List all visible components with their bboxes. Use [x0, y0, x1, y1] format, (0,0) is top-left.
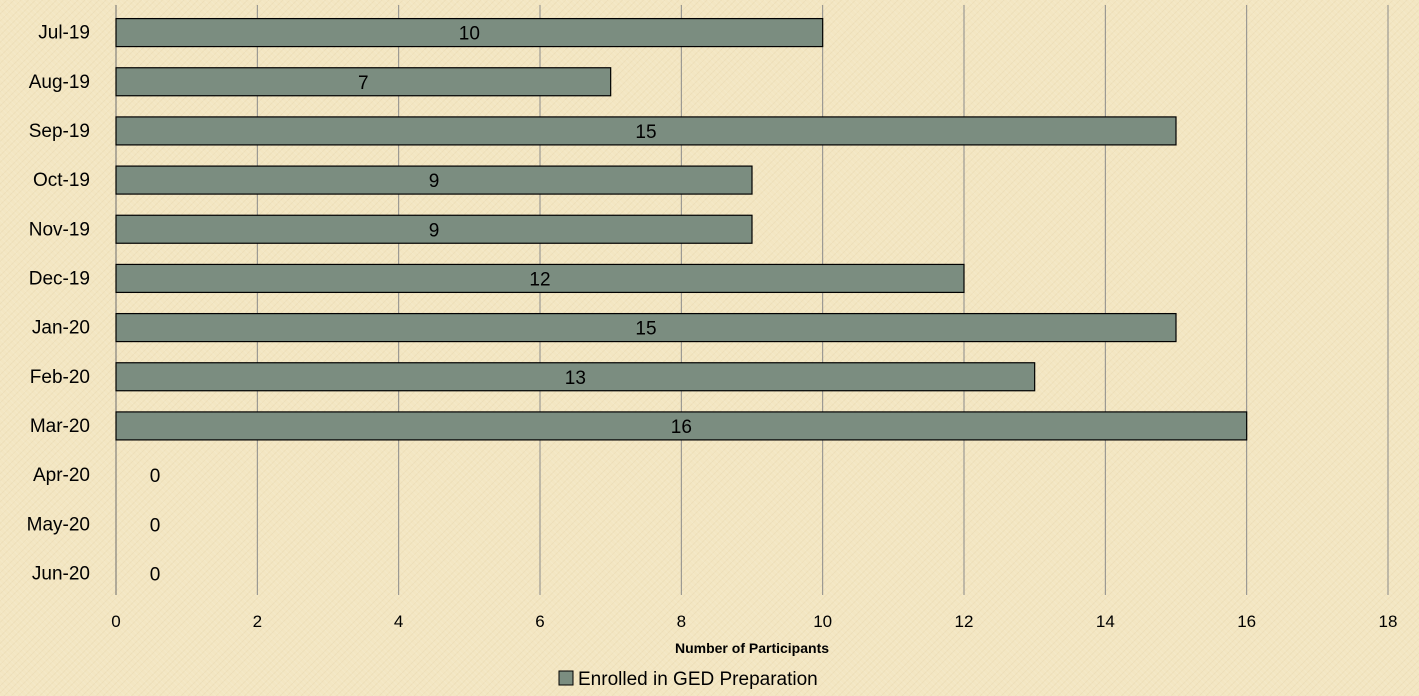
- data-label-8: 16: [671, 417, 692, 438]
- data-label-4: 9: [429, 220, 440, 241]
- legend-swatch: [558, 670, 574, 686]
- x-tick-label-4: 4: [394, 612, 403, 631]
- category-labels: Jul-19 Aug-19 Sep-19 Oct-19 Nov-19 Dec-19 Jan-…: [27, 23, 90, 585]
- data-labels: 10 7 15 9 9 12 15 13 16 0 0 0: [150, 24, 692, 586]
- category-label-7: Feb-20: [30, 367, 90, 388]
- bar-1: [115, 67, 612, 97]
- bars: [115, 17, 1248, 441]
- x-tick-label-14: 14: [1096, 612, 1115, 631]
- x-tick-label-12: 12: [955, 612, 974, 631]
- bar-5: [115, 263, 965, 294]
- category-label-9: Apr-20: [33, 465, 90, 486]
- bar-6: [115, 312, 1177, 343]
- category-label-4: Nov-19: [29, 219, 90, 240]
- data-label-0: 10: [459, 24, 480, 45]
- category-label-1: Aug-19: [29, 72, 90, 93]
- x-tick-label-18: 18: [1379, 612, 1398, 631]
- category-label-5: Dec-19: [29, 268, 90, 289]
- x-tick-label-6: 6: [535, 612, 544, 631]
- legend: Enrolled in GED Preparation: [558, 669, 818, 690]
- category-label-8: Mar-20: [30, 416, 90, 437]
- category-label-2: Sep-19: [29, 121, 90, 142]
- data-label-10: 0: [150, 515, 161, 536]
- x-tick-label-10: 10: [813, 612, 832, 631]
- legend-label: Enrolled in GED Preparation: [578, 669, 818, 690]
- x-tick-labels: 0 2 4 6 8 10 12 14 16 18: [111, 612, 1397, 631]
- data-label-3: 9: [429, 171, 440, 192]
- data-label-11: 0: [150, 564, 161, 585]
- bar-3: [115, 165, 753, 195]
- data-label-5: 12: [529, 269, 550, 290]
- category-label-11: Jun-20: [32, 563, 90, 584]
- bar-8: [115, 411, 1248, 441]
- category-label-10: May-20: [27, 514, 90, 535]
- x-axis-title: Number of Participants: [675, 640, 829, 656]
- data-label-1: 7: [358, 73, 369, 94]
- category-label-3: Oct-19: [33, 170, 90, 191]
- bar-2: [115, 116, 1177, 146]
- bar-7: [115, 362, 1036, 392]
- category-label-0: Jul-19: [38, 23, 90, 44]
- data-label-7: 13: [565, 368, 586, 389]
- category-label-6: Jan-20: [32, 318, 90, 339]
- x-tick-label-16: 16: [1237, 612, 1256, 631]
- x-tick-label-2: 2: [253, 612, 262, 631]
- bar-0: [115, 17, 824, 48]
- data-label-6: 15: [635, 319, 656, 340]
- bar-4: [115, 214, 753, 244]
- x-tick-label-8: 8: [677, 612, 686, 631]
- data-label-2: 15: [635, 122, 656, 143]
- gridlines: [115, 5, 1389, 595]
- data-label-9: 0: [150, 466, 161, 487]
- x-tick-label-0: 0: [111, 612, 120, 631]
